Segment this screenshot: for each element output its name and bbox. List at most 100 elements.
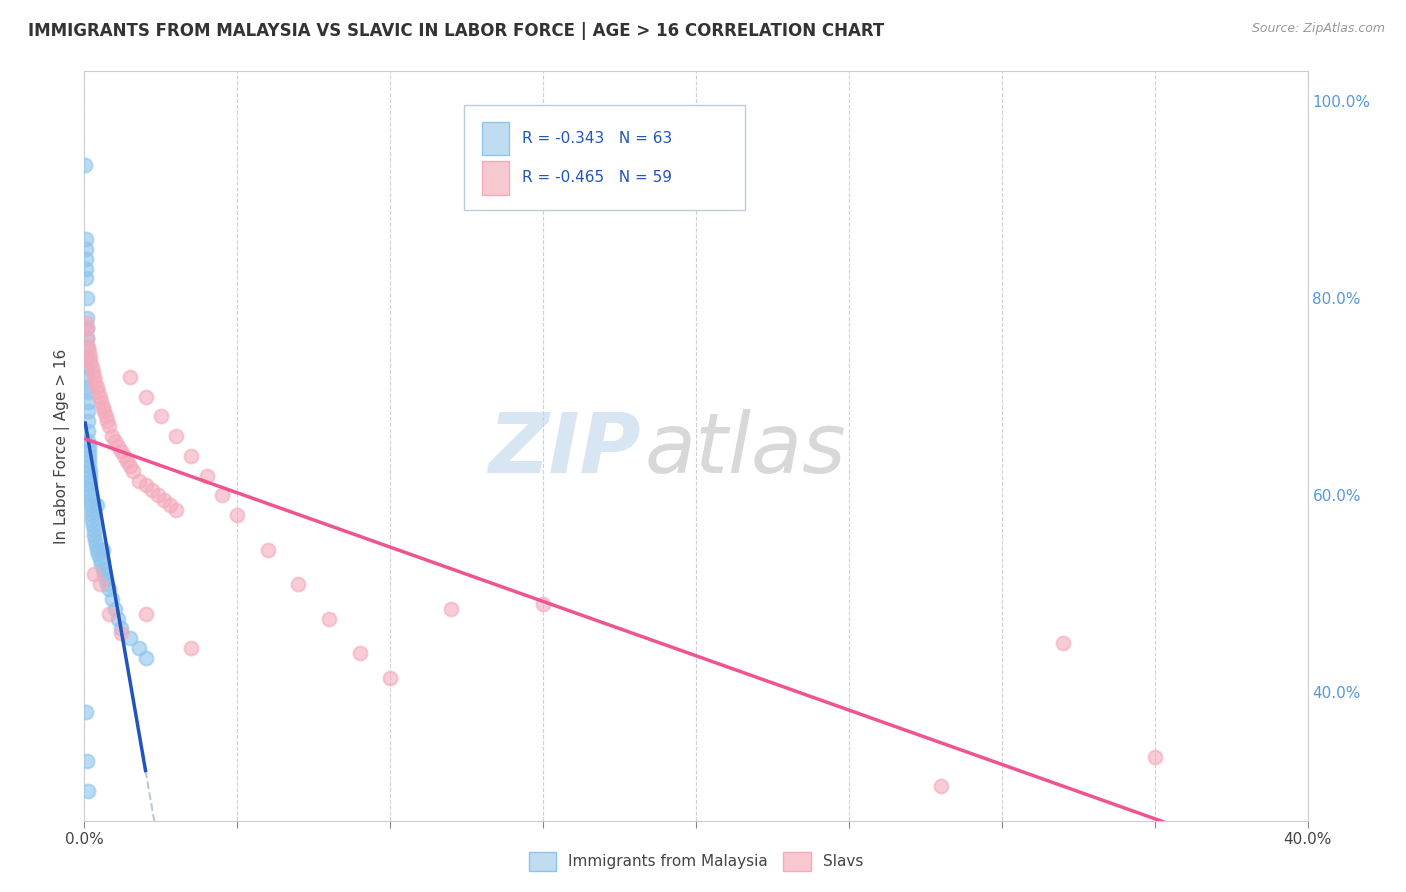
Point [79, 468, 101, 483]
Point [76, 394, 98, 409]
Point [122, 464, 145, 478]
Legend: Immigrants from Malaysia, Slavs: Immigrants from Malaysia, Slavs [523, 846, 869, 877]
Point [97, 419, 120, 434]
Point [257, 542, 280, 557]
Point [80, 488, 103, 502]
Point [83, 527, 105, 541]
Point [77, 444, 100, 458]
Point [77, 434, 100, 448]
Point [97, 582, 120, 596]
Point [83, 523, 105, 537]
Point [115, 454, 138, 468]
Point [929, 779, 952, 793]
Text: R = -0.343   N = 63: R = -0.343 N = 63 [522, 130, 672, 145]
Point [76, 380, 98, 394]
Point [84, 375, 107, 389]
Point [89, 552, 111, 566]
Text: R = -0.465   N = 59: R = -0.465 N = 59 [522, 170, 672, 186]
Point [80, 493, 103, 508]
Point [87, 548, 110, 562]
Point [75, 232, 97, 246]
Point [120, 370, 142, 384]
Point [76, 340, 98, 354]
Point [77, 439, 100, 453]
Point [96, 414, 118, 428]
Point [79, 355, 101, 369]
Point [1052, 636, 1074, 650]
Point [86, 380, 108, 394]
Point [93, 567, 115, 582]
Point [112, 449, 135, 463]
Point [79, 464, 101, 478]
Point [165, 429, 187, 443]
Point [128, 474, 150, 488]
Point [135, 478, 157, 492]
Point [87, 384, 110, 399]
Point [80, 498, 103, 512]
Point [135, 607, 157, 621]
Point [77, 449, 100, 463]
Point [79, 478, 101, 492]
Point [440, 601, 463, 615]
Point [180, 641, 202, 656]
Point [77, 345, 100, 359]
Point [89, 577, 111, 591]
Point [76, 755, 98, 769]
Point [104, 601, 127, 615]
Point [93, 404, 115, 418]
Point [77, 454, 100, 468]
Point [80, 503, 103, 517]
Point [83, 567, 105, 582]
Point [349, 646, 371, 660]
Point [101, 429, 124, 443]
Point [141, 483, 163, 498]
Point [77, 414, 100, 428]
Point [82, 517, 104, 532]
Point [1143, 749, 1166, 764]
Point [76, 360, 98, 375]
Point [135, 651, 157, 665]
Point [91, 542, 114, 557]
Point [107, 439, 129, 453]
Point [94, 572, 117, 586]
Point [77, 404, 100, 418]
Point [318, 611, 340, 625]
Point [531, 597, 554, 611]
Point [91, 400, 114, 414]
Point [110, 626, 132, 640]
Point [90, 558, 112, 572]
Point [84, 533, 107, 547]
Point [80, 508, 103, 522]
FancyBboxPatch shape [482, 121, 509, 155]
Point [75, 261, 97, 276]
Point [128, 641, 150, 656]
Point [380, 671, 402, 685]
Point [135, 390, 157, 404]
Point [83, 370, 105, 384]
Text: ZIP: ZIP [488, 409, 641, 491]
Point [180, 449, 202, 463]
Point [79, 351, 101, 365]
Y-axis label: In Labor Force | Age > 16: In Labor Force | Age > 16 [55, 349, 70, 543]
Point [75, 316, 97, 330]
Point [97, 607, 120, 621]
Point [120, 632, 142, 646]
Point [101, 591, 124, 606]
Point [75, 242, 97, 256]
Point [76, 330, 98, 344]
FancyBboxPatch shape [464, 105, 745, 210]
Point [159, 498, 181, 512]
Point [91, 562, 114, 576]
Point [76, 310, 98, 325]
Point [153, 493, 176, 508]
Point [86, 498, 108, 512]
Text: IMMIGRANTS FROM MALAYSIA VS SLAVIC IN LABOR FORCE | AGE > 16 CORRELATION CHART: IMMIGRANTS FROM MALAYSIA VS SLAVIC IN LA… [28, 22, 884, 40]
Point [76, 330, 98, 344]
Point [90, 394, 112, 409]
Point [149, 409, 172, 424]
FancyBboxPatch shape [482, 161, 509, 195]
Point [226, 508, 249, 522]
Point [76, 384, 98, 399]
Point [146, 488, 169, 502]
Point [86, 542, 108, 557]
